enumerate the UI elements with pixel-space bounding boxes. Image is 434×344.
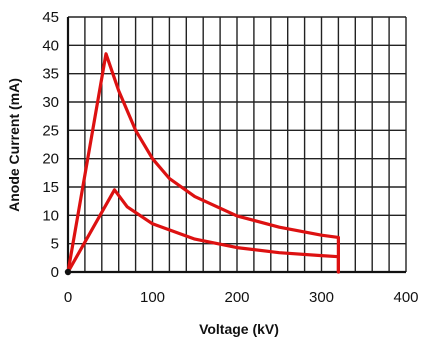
x-tick-label: 400 [393, 289, 418, 306]
grid [66, 16, 407, 274]
x-axis-title: Voltage (kV) [199, 321, 279, 337]
origin-point [64, 268, 72, 276]
y-tick-labels: 0 5 10 15 20 25 30 35 40 45 [42, 9, 59, 281]
y-tick-label: 0 [51, 264, 59, 281]
y-tick-label: 35 [42, 66, 59, 83]
y-tick-label: 40 [42, 37, 59, 54]
x-tick-label: 100 [140, 289, 165, 306]
x-tick-label: 200 [224, 289, 249, 306]
x-tick-label: 0 [64, 289, 72, 306]
series-lines [64, 52, 340, 276]
y-axis-title: Anode Current (mA) [6, 78, 22, 212]
series-line-2 [66, 188, 340, 274]
y-tick-label: 45 [42, 9, 59, 26]
y-tick-label: 5 [51, 236, 59, 253]
y-tick-label: 20 [42, 151, 59, 168]
series-line-1 [66, 52, 340, 274]
x-tick-labels: 0 100 200 300 400 [64, 289, 419, 306]
y-tick-label: 10 [42, 207, 59, 224]
x-tick-label: 300 [309, 289, 334, 306]
y-tick-label: 25 [42, 122, 59, 139]
y-tick-label: 30 [42, 94, 59, 111]
y-tick-label: 15 [42, 179, 59, 196]
